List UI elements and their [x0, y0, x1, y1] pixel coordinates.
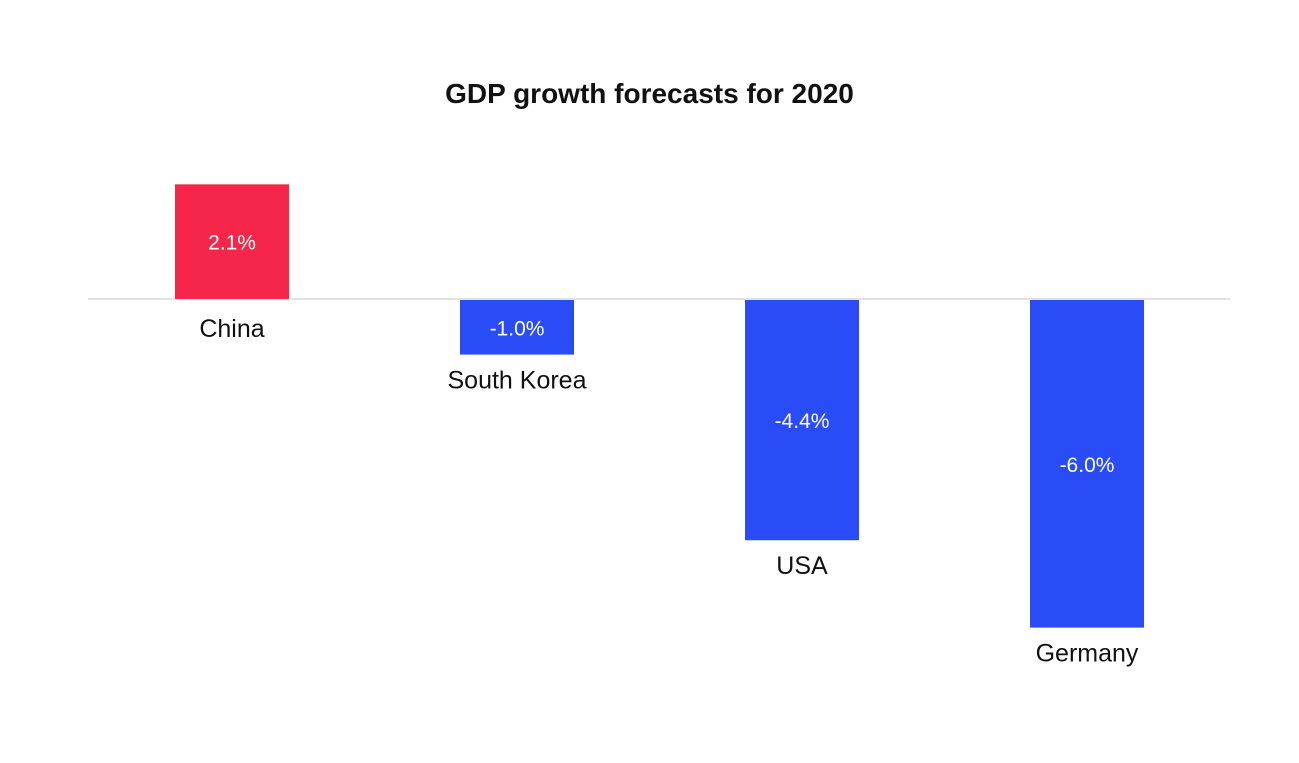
data-label: -6.0%	[1060, 454, 1115, 477]
data-label: -1.0%	[490, 317, 545, 340]
category-label: USA	[776, 552, 828, 580]
category-label: Germany	[1036, 640, 1139, 668]
bar-germany	[1030, 300, 1144, 628]
chart-title: GDP growth forecasts for 2020	[445, 78, 854, 109]
category-label: South Korea	[448, 367, 587, 395]
bars-group: 2.1% China -1.0% South Korea -4.4% USA -6.0% Ge…	[175, 184, 1144, 668]
bar-china	[175, 184, 289, 299]
bar-usa	[745, 300, 859, 541]
data-label: 2.1%	[208, 232, 256, 255]
bar-south-korea	[460, 300, 574, 355]
category-label: China	[199, 315, 264, 343]
data-label: -4.4%	[775, 410, 830, 433]
